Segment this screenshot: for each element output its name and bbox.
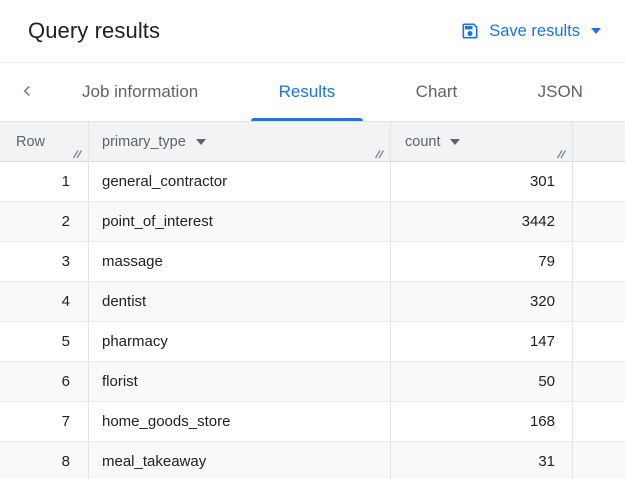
count-cell: 320 [390,282,572,321]
tab-bar: Job information Results Chart JSON [0,63,625,122]
filler-cell [572,242,625,281]
filler-cell [572,162,625,201]
row-number-cell: 5 [61,333,70,350]
column-header-primary-type[interactable]: primary_type [88,122,390,161]
save-results-button[interactable]: Save results [450,15,611,47]
primary-type-cell: general_contractor [88,162,390,201]
tab-chart[interactable]: Chart [415,82,458,101]
row-number-cell: 8 [61,453,70,470]
save-results-label: Save results [489,21,580,40]
count-cell: 79 [390,242,572,281]
table-row: 5 pharmacy 147 [0,322,625,362]
table-row: 8 meal_takeaway 31 [0,442,625,479]
table-row: 3 massage 79 [0,242,625,282]
filler-cell [572,402,625,441]
row-number-cell: 6 [61,373,70,390]
filler-cell [572,362,625,401]
row-number-cell: 3 [61,253,70,270]
count-cell: 50 [390,362,572,401]
table-body: 1 general_contractor 301 2 point_of_inte… [0,162,625,479]
primary-type-cell: dentist [88,282,390,321]
tabs-container: Job information Results Chart JSON [54,63,611,121]
scroll-tabs-left-button[interactable] [0,63,54,121]
results-table: Row primary_type count [0,122,625,479]
tab-json[interactable]: JSON [537,82,583,101]
row-number-cell: 7 [61,413,70,430]
column-header-row: Row [0,122,88,161]
count-cell: 168 [390,402,572,441]
row-number-cell: 2 [61,213,70,230]
filler-cell [572,442,625,479]
count-cell: 31 [390,442,572,479]
chevron-left-icon [18,82,36,103]
filler-cell [572,282,625,321]
row-number-cell: 4 [61,293,70,310]
title-bar: Query results Save results [0,0,625,63]
chevron-down-icon[interactable] [195,138,206,145]
resize-handle-icon[interactable] [556,148,567,159]
save-icon [460,21,480,41]
primary-type-cell: pharmacy [88,322,390,361]
count-cell: 3442 [390,202,572,241]
column-header-filler [572,122,625,161]
table-row: 1 general_contractor 301 [0,162,625,202]
chevron-down-icon [591,28,601,34]
resize-handle-icon[interactable] [374,148,385,159]
table-header-row: Row primary_type count [0,122,625,162]
filler-cell [572,322,625,361]
count-cell: 301 [390,162,572,201]
primary-type-cell: florist [88,362,390,401]
column-header-row-label: Row [16,133,46,150]
column-header-count-label: count [405,133,441,150]
table-row: 7 home_goods_store 168 [0,402,625,442]
table-row: 4 dentist 320 [0,282,625,322]
row-number-cell: 1 [61,173,70,190]
chevron-down-icon[interactable] [450,138,461,145]
filler-cell [572,202,625,241]
primary-type-cell: point_of_interest [88,202,390,241]
primary-type-cell: massage [88,242,390,281]
table-row: 6 florist 50 [0,362,625,402]
tab-job-information[interactable]: Job information [82,82,199,101]
count-cell: 147 [390,322,572,361]
resize-handle-icon[interactable] [72,148,83,159]
primary-type-cell: meal_takeaway [88,442,390,479]
page-title: Query results [28,18,161,43]
tab-results[interactable]: Results [250,63,364,121]
column-header-primary-type-label: primary_type [102,133,186,150]
column-header-count[interactable]: count [390,122,572,161]
table-row: 2 point_of_interest 3442 [0,202,625,242]
primary-type-cell: home_goods_store [88,402,390,441]
